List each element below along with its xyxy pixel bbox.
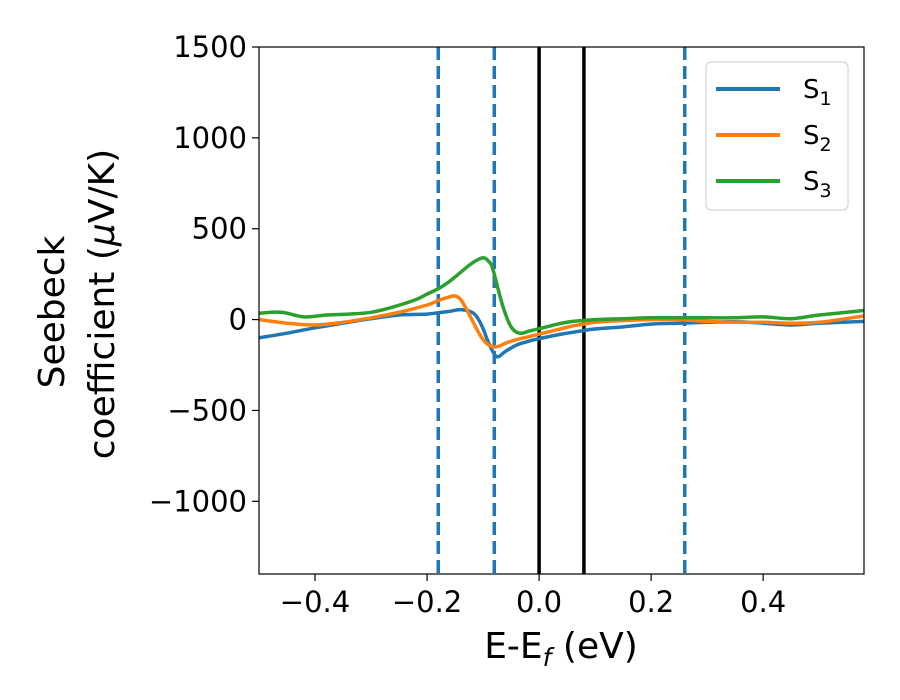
reference-lines — [436, 47, 687, 574]
y-tick-label: 0 — [229, 303, 247, 337]
x-tick-label: −0.2 — [392, 585, 462, 619]
y-axis-label-line1: Seebeck — [32, 235, 73, 388]
plot-frame — [258, 46, 865, 575]
x-tick-label: 0.4 — [740, 585, 786, 619]
y-tick-label: −500 — [167, 393, 247, 427]
y-axis-label-line2: coefficient (μV/K) — [82, 149, 123, 459]
legend: S1 S2 S3 — [705, 61, 849, 211]
legend-label-S1: S1 — [803, 75, 832, 110]
y-tick-label: 1000 — [173, 121, 247, 155]
series-group — [259, 256, 864, 359]
y-tick-label: 500 — [192, 212, 247, 246]
y-tick-label: 1500 — [173, 30, 247, 64]
legend-label-S2: S2 — [803, 121, 832, 156]
y-tick-label: −1000 — [149, 484, 247, 518]
x-tick-label: 0.2 — [628, 585, 674, 619]
series-line-S3 — [259, 256, 864, 336]
x-axis-label: E-Ef (eV) — [484, 626, 638, 672]
series-line-S2 — [259, 294, 864, 349]
x-axis-ticks: −0.4 −0.2 0.0 0.2 0.4 — [280, 574, 786, 619]
y-axis-ticks: −1000 −500 0 500 1000 1500 — [149, 30, 259, 518]
x-tick-label: −0.4 — [280, 585, 350, 619]
x-tick-label: 0.0 — [516, 585, 562, 619]
series-line-S1 — [259, 307, 864, 359]
legend-label-S3: S3 — [803, 167, 832, 202]
